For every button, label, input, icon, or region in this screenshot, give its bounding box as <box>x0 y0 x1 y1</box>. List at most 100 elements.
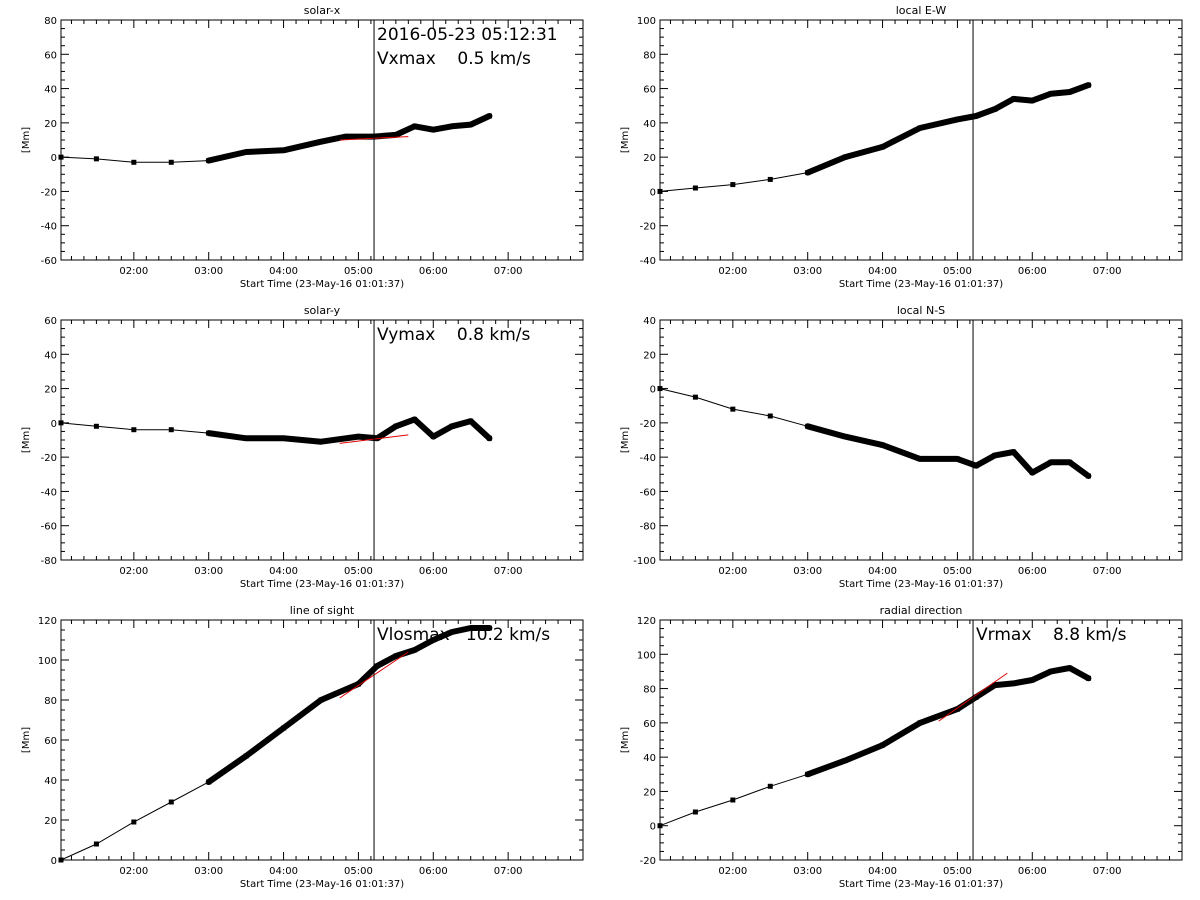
data-point <box>692 185 698 191</box>
data-point <box>657 188 663 194</box>
x-tick-label: 07:00 <box>494 866 523 877</box>
data-point <box>343 134 349 140</box>
x-tick-label: 03:00 <box>194 866 223 877</box>
data-point <box>767 783 773 789</box>
data-point <box>1029 98 1035 104</box>
y-tick-label: 40 <box>44 350 57 361</box>
data-point <box>243 435 249 441</box>
data-point <box>131 427 137 433</box>
data-point <box>730 182 736 188</box>
y-tick-label: 100 <box>637 650 656 661</box>
x-tick-label: 07:00 <box>494 566 523 577</box>
x-tick-label: 06:00 <box>419 566 448 577</box>
x-tick-label: 02:00 <box>718 866 747 877</box>
x-tick-label: 05:00 <box>344 866 373 877</box>
data-point <box>1048 91 1054 97</box>
x-axis-label: Start Time (23-May-16 01:01:37) <box>839 879 1003 890</box>
x-tick-label: 05:00 <box>943 866 972 877</box>
data-point <box>1067 665 1073 671</box>
data-point <box>393 423 399 429</box>
x-tick-label: 07:00 <box>1093 266 1122 277</box>
y-tick-label: 0 <box>650 385 656 396</box>
x-tick-label: 04:00 <box>868 866 897 877</box>
data-point <box>1048 668 1054 674</box>
data-point <box>486 435 492 441</box>
data-point <box>917 456 923 462</box>
y-tick-label: -40 <box>41 222 57 233</box>
y-tick-label: 40 <box>44 85 57 96</box>
y-tick-label: -80 <box>41 556 57 567</box>
data-point <box>657 823 663 829</box>
data-point <box>1085 675 1091 681</box>
plot-frame <box>60 619 584 861</box>
data-point <box>1011 680 1017 686</box>
data-point <box>954 116 960 122</box>
x-tick-label: 05:00 <box>943 266 972 277</box>
x-axis-label: Start Time (23-May-16 01:01:37) <box>839 279 1003 290</box>
y-tick-label: 20 <box>44 385 57 396</box>
data-point <box>430 127 436 133</box>
y-tick-label: 20 <box>44 119 57 130</box>
y-tick-label: 0 <box>650 822 656 833</box>
panel-5: line of sight 0 20 40 60 80 100 120 02:00 03:00 04… <box>21 604 584 890</box>
data-point <box>430 434 436 440</box>
data-point <box>730 797 736 803</box>
x-tick-label: 06:00 <box>1018 566 1047 577</box>
x-tick-label: 07:00 <box>494 266 523 277</box>
plot-frame <box>659 619 1183 861</box>
y-tick-label: 0 <box>650 187 656 198</box>
data-point <box>131 159 137 165</box>
data-point <box>93 423 99 429</box>
data-point <box>1029 470 1035 476</box>
plot-title: solar-x <box>304 4 341 17</box>
series-line <box>60 627 490 861</box>
data-point <box>243 149 249 155</box>
data-point <box>468 122 474 128</box>
y-tick-label: 40 <box>643 119 656 130</box>
data-point <box>206 430 212 436</box>
y-tick-label: 60 <box>643 85 656 96</box>
data-point <box>805 423 811 429</box>
data-point <box>692 809 698 815</box>
y-tick-label: -60 <box>640 487 656 498</box>
data-point <box>449 423 455 429</box>
data-point <box>486 113 492 119</box>
series-thick-line <box>804 665 1092 778</box>
y-tick-label: 80 <box>643 685 656 696</box>
data-point <box>1085 473 1091 479</box>
annotation: Vlosmax 10.2 km/s <box>377 625 550 645</box>
data-point <box>393 653 399 659</box>
data-point <box>168 159 174 165</box>
data-point <box>374 663 380 669</box>
y-tick-label: -20 <box>640 419 656 430</box>
y-tick-label: 20 <box>643 153 656 164</box>
data-point <box>917 720 923 726</box>
data-point <box>449 123 455 129</box>
data-point <box>992 452 998 458</box>
x-tick-label: 04:00 <box>868 266 897 277</box>
data-point <box>842 434 848 440</box>
x-tick-label: 02:00 <box>119 866 148 877</box>
series-thick-line <box>804 82 1092 176</box>
series-thick-line <box>205 416 493 445</box>
plot-title: local E-W <box>896 4 947 17</box>
x-axis-label: Start Time (23-May-16 01:01:37) <box>240 879 404 890</box>
y-tick-label: 0 <box>51 419 57 430</box>
y-tick-label: 80 <box>643 50 656 61</box>
data-point <box>370 134 376 140</box>
panel-2: local E-W -40 -20 0 20 40 60 80 100 02:00 03:00 04:… <box>620 4 1183 290</box>
y-tick-label: -20 <box>640 856 656 867</box>
y-tick-label: 60 <box>44 736 57 747</box>
plot-title: radial direction <box>880 604 963 617</box>
panel-1: solar-x -60 -40 -20 0 20 40 60 80 02:00 03:00 04:00… <box>21 4 584 290</box>
data-point <box>767 176 773 182</box>
x-tick-label: 02:00 <box>119 266 148 277</box>
data-point <box>954 456 960 462</box>
x-tick-label: 06:00 <box>1018 266 1047 277</box>
plot-title: solar-y <box>304 304 341 317</box>
x-tick-label: 04:00 <box>269 866 298 877</box>
y-tick-label: 60 <box>44 50 57 61</box>
data-point <box>355 681 361 687</box>
plot-frame <box>659 319 1183 561</box>
